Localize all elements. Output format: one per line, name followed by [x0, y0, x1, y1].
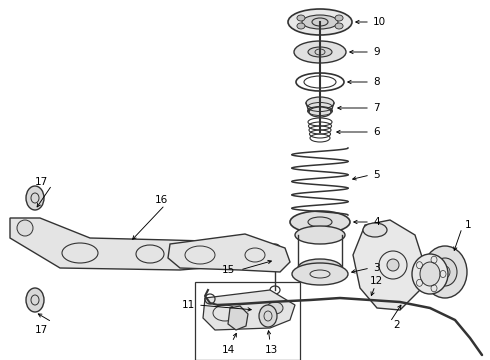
Ellipse shape	[308, 217, 332, 227]
Ellipse shape	[290, 211, 350, 233]
Polygon shape	[353, 220, 423, 310]
Ellipse shape	[387, 259, 399, 271]
Ellipse shape	[309, 107, 331, 117]
Ellipse shape	[295, 226, 345, 244]
Ellipse shape	[26, 288, 44, 312]
Text: 2: 2	[393, 320, 400, 330]
Ellipse shape	[420, 262, 440, 286]
Ellipse shape	[288, 9, 352, 35]
Ellipse shape	[335, 15, 343, 21]
Ellipse shape	[433, 258, 457, 286]
Text: 13: 13	[265, 345, 278, 355]
Polygon shape	[10, 218, 245, 270]
Polygon shape	[168, 234, 290, 272]
Text: 17: 17	[35, 325, 48, 335]
Ellipse shape	[17, 220, 33, 236]
Text: 4: 4	[373, 217, 380, 227]
Text: 16: 16	[155, 195, 168, 205]
Text: 5: 5	[373, 170, 380, 180]
Ellipse shape	[292, 263, 348, 285]
Ellipse shape	[294, 41, 346, 63]
Ellipse shape	[297, 23, 305, 29]
Text: 12: 12	[370, 276, 383, 286]
Ellipse shape	[222, 241, 238, 255]
Text: 1: 1	[465, 220, 472, 230]
Ellipse shape	[297, 15, 305, 21]
Text: 11: 11	[182, 300, 195, 310]
Ellipse shape	[306, 97, 334, 109]
Text: 14: 14	[222, 345, 235, 355]
Ellipse shape	[26, 186, 44, 210]
Text: 15: 15	[222, 265, 235, 275]
Polygon shape	[228, 306, 248, 330]
Ellipse shape	[267, 302, 283, 314]
Ellipse shape	[259, 305, 277, 327]
Ellipse shape	[412, 254, 448, 294]
Ellipse shape	[302, 15, 338, 29]
Text: 9: 9	[373, 47, 380, 57]
Text: 10: 10	[373, 17, 386, 27]
Text: 8: 8	[373, 77, 380, 87]
Text: 6: 6	[373, 127, 380, 137]
Text: 17: 17	[35, 177, 48, 187]
Ellipse shape	[423, 246, 467, 298]
Bar	[195, 282, 300, 360]
Ellipse shape	[308, 47, 332, 57]
Text: 7: 7	[373, 103, 380, 113]
Text: 3: 3	[373, 263, 380, 273]
Ellipse shape	[335, 23, 343, 29]
Ellipse shape	[363, 223, 387, 237]
Polygon shape	[203, 290, 295, 330]
Ellipse shape	[298, 259, 342, 277]
